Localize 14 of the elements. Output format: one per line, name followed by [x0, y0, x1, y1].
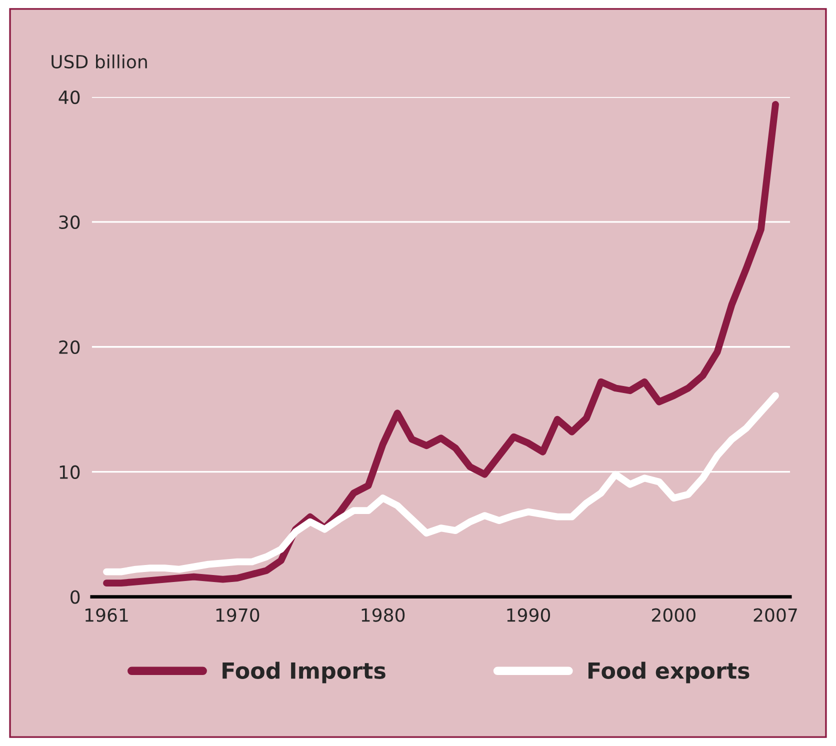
y-tick-label: 30: [59, 215, 80, 230]
legend-label: Food Imports: [222, 662, 386, 684]
y-axis-title: USD billion: [52, 54, 147, 68]
y-tick-label: 20: [59, 340, 80, 354]
x-tick-label: 1980: [362, 608, 405, 622]
x-tick-label: 1970: [216, 608, 260, 622]
x-tick-label: 2000: [652, 608, 696, 622]
y-tick-label: 40: [58, 90, 80, 104]
x-tick-label: 2007: [754, 608, 797, 622]
y-tick-label: 0: [70, 590, 80, 604]
x-tick-label: 1990: [507, 608, 550, 622]
x-tick-label: 1961: [86, 608, 128, 622]
y-tick-label: 10: [60, 465, 80, 479]
legend-label: Food exports: [588, 662, 750, 684]
